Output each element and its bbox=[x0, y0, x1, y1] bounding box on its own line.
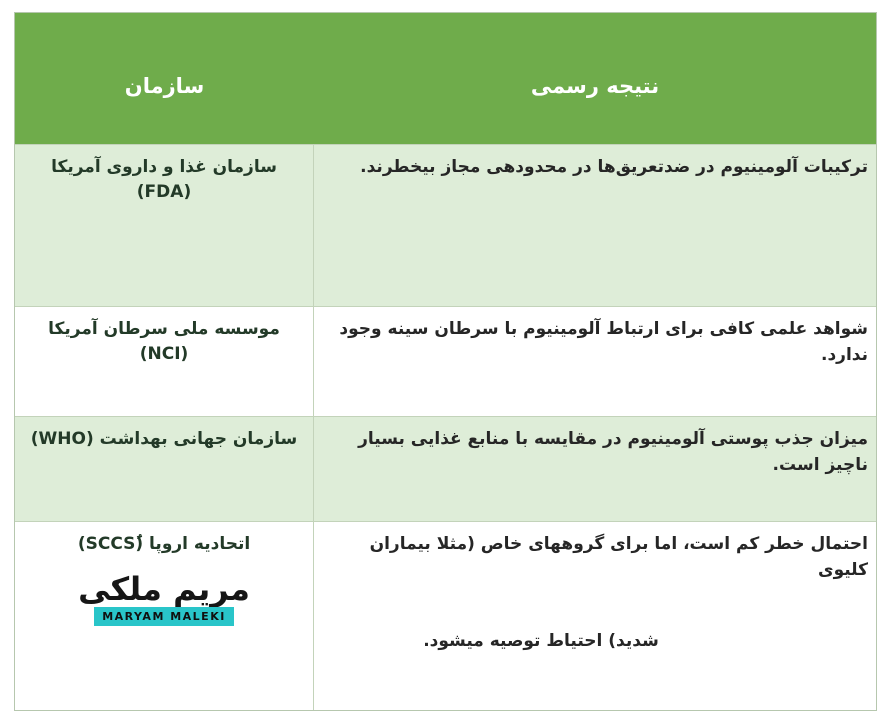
org-cell-sccs: اتحادیه اروپا (ُSCCS) مریم ملکی MARYAM M… bbox=[15, 522, 314, 710]
result-cell-who: میزان جذب پوستی آلومینیوم در مقایسه با م… bbox=[358, 429, 868, 475]
watermark-name-badge: MARYAM MALEKI bbox=[94, 606, 234, 626]
org-label-sccs: اتحادیه اروپا (ُSCCS) bbox=[77, 534, 251, 554]
result-sccs-line2: شدید) احتیاط توصیه میشود. bbox=[423, 631, 659, 651]
result-sccs-line1: احتمال خطر کم است، اما برای گروههای خاص … bbox=[369, 534, 868, 580]
org-cell-fda: سازمان غذا و داروی آمریکا (FDA) bbox=[15, 145, 314, 306]
table-header-row: سازمان نتیجه رسمی bbox=[15, 13, 876, 144]
calligraphy-signature-icon: مریم ملکی bbox=[78, 569, 250, 608]
org-cell-nci: موسسه ملی سرطان آمریکا (NCI) bbox=[15, 307, 314, 416]
maryam-maleki-logo: مریم ملکی MARYAM MALEKI bbox=[23, 573, 305, 626]
result-cell-fda: ترکیبات آلومینیوم در ضدتعریق‌ها در محدود… bbox=[360, 157, 868, 177]
result-cell-nci: شواهد علمی کافی برای ارتباط آلومینیوم با… bbox=[339, 319, 868, 365]
org-cell-who: سازمان جهانی بهداشت (WHO) bbox=[15, 417, 314, 521]
table-row-sccs: اتحادیه اروپا (ُSCCS) مریم ملکی MARYAM M… bbox=[15, 521, 876, 710]
table-row-fda: سازمان غذا و داروی آمریکا (FDA) ترکیبات … bbox=[15, 144, 876, 306]
table-row-who: سازمان جهانی بهداشت (WHO) میزان جذب پوست… bbox=[15, 416, 876, 521]
result-cell-sccs: احتمال خطر کم است، اما برای گروههای خاص … bbox=[314, 522, 876, 710]
header-organization: سازمان bbox=[124, 73, 205, 98]
table-row-nci: موسسه ملی سرطان آمریکا (NCI) شواهد علمی … bbox=[15, 306, 876, 416]
comparison-table: سازمان نتیجه رسمی سازمان غذا و داروی آمر… bbox=[14, 12, 877, 711]
header-official-result: نتیجه رسمی bbox=[530, 73, 660, 98]
